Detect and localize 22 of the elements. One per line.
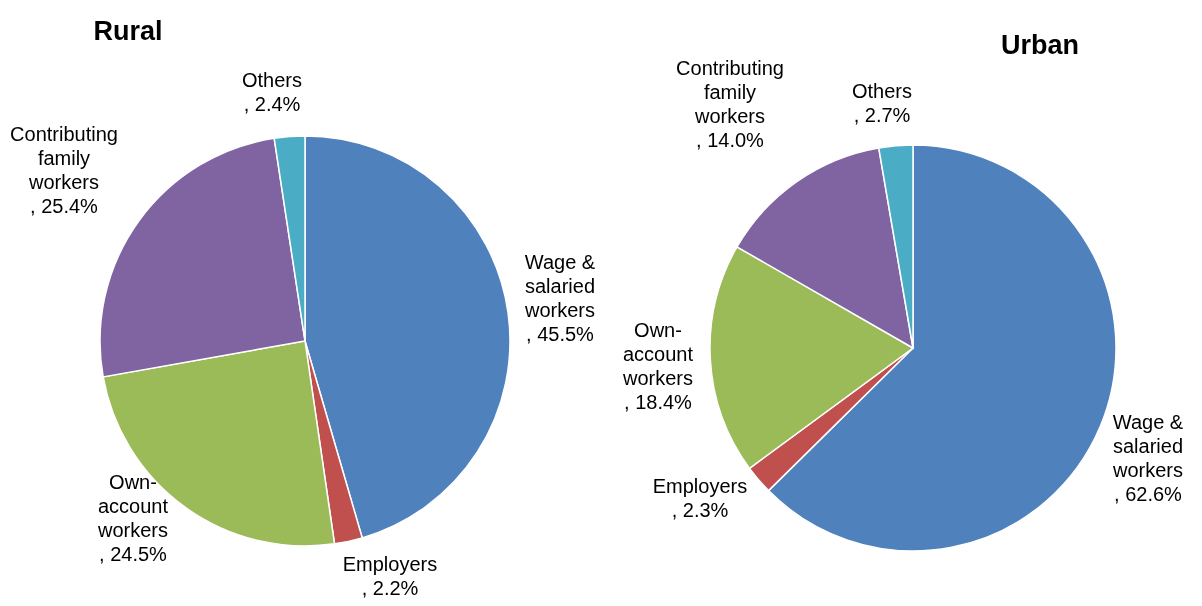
slice-label: Contributing family workers	[10, 123, 118, 194]
data-label: , 2.2%	[361, 577, 419, 600]
data-label: , 14.0%	[696, 129, 765, 152]
data-label: , 25.4%	[30, 195, 99, 218]
chart-title: Rural	[93, 16, 163, 46]
slice-label: Own-account workers	[96, 471, 169, 542]
data-label: , 2.7%	[853, 104, 911, 127]
data-label: , 24.5%	[99, 543, 168, 566]
slice-label: Wage & salaried workers	[523, 251, 596, 322]
slice-label: Employers	[342, 553, 438, 576]
chart-title: Urban	[1000, 30, 1080, 60]
slice-label: Own-account workers	[621, 319, 694, 390]
data-label: , 2.4%	[243, 93, 301, 116]
slice-label: Others	[851, 80, 913, 103]
data-label: , 18.4%	[624, 391, 693, 414]
data-label: , 45.5%	[526, 323, 595, 346]
data-label: , 62.6%	[1114, 483, 1183, 506]
slice-label: Wage & salaried workers	[1111, 411, 1184, 482]
slice-label: Employers	[652, 475, 748, 498]
data-label: , 2.3%	[671, 499, 729, 522]
slice-label: Others	[241, 69, 303, 92]
slice-label: Contributing family workers	[676, 57, 784, 128]
